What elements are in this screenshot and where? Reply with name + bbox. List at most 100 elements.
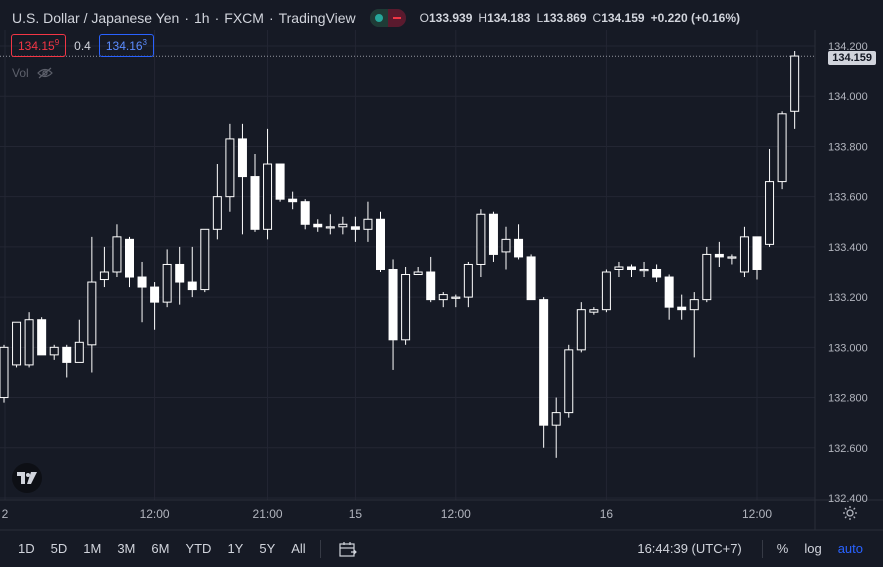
candle-body-down [627,266,636,270]
candle [564,344,574,418]
time-tick: 12:00 [140,507,170,521]
candle [589,307,599,315]
candle-body-up [49,346,59,356]
candle-body-down [250,176,260,230]
price-axis[interactable]: 134.200 134.000 133.800 133.600 133.400 133.2… [828,41,868,505]
percent-scale-button[interactable]: % [776,541,789,556]
high-value: 134.183 [487,11,531,25]
candle-body-down [664,276,674,308]
candle-body-down [313,223,323,228]
candle [275,163,285,202]
symbol-name[interactable]: U.S. Dollar / Japanese Yen [12,10,180,26]
candle-body-up [777,113,787,183]
candle-body-up [413,271,423,276]
candle [476,209,486,278]
candle-body-up [225,138,235,198]
candle-body-down [150,286,160,303]
candle-body-down [350,226,360,230]
candle-body-down [526,256,536,301]
low-key: L [536,11,544,25]
calendar-range-icon[interactable] [339,541,357,557]
candle-body-down [652,268,662,278]
candle [539,297,549,448]
candle [689,292,699,358]
candle [99,246,109,288]
candle-body-down [300,201,310,225]
timeframe-6m[interactable]: 6M [151,541,170,556]
candle [426,256,436,303]
interval-label[interactable]: 1h [194,10,210,26]
candle [225,123,235,212]
timeframe-1y[interactable]: 1Y [227,541,244,556]
time-axis[interactable]: 2 12:00 21:00 15 12:00 16 12:00 [2,507,773,521]
candle-body-up [338,223,348,228]
candle-body-up [162,263,172,303]
volume-label: Vol [12,66,29,80]
candle-body-up [200,228,210,291]
settings-gear-icon[interactable] [842,505,858,521]
time-tick: 12:00 [742,507,772,521]
candle-body-down [677,306,687,311]
volume-indicator[interactable]: Vol [12,66,53,80]
auto-scale-button[interactable]: auto [837,541,863,556]
timeframe-1d[interactable]: 1D [18,541,35,556]
candle [601,269,611,313]
close-key: C [592,11,602,25]
candle-body-up [476,213,486,265]
candle [237,123,247,235]
timeframe-all[interactable]: All [291,541,306,556]
timeframe-5d[interactable]: 5D [50,541,68,556]
candle [288,191,298,210]
timeframe-5y[interactable]: 5Y [259,541,276,556]
candle-body-down [426,271,436,301]
candle-body-up [739,236,749,273]
candle [125,236,134,288]
candle [438,292,448,308]
bid-button[interactable]: 134.159 [11,34,67,57]
candle [313,219,323,232]
candle [363,201,373,242]
candle [150,282,160,330]
candle [401,266,411,345]
candle-body-up [263,163,273,230]
price-tick: 132.600 [828,443,868,455]
price-tick: 134.200 [828,41,868,53]
candle [212,164,222,240]
candle-body-up [401,274,411,341]
high-key: H [478,11,488,25]
candle [350,216,360,242]
low-value: 133.869 [543,11,587,25]
timeframe-ytd[interactable]: YTD [185,541,212,556]
time-tick: 12:00 [441,507,471,521]
timeframe-3m[interactable]: 3M [117,541,136,556]
log-scale-button[interactable]: log [804,541,822,556]
eye-hidden-icon[interactable] [36,67,53,79]
candle [175,246,185,305]
candle-body-up [24,319,34,366]
candle-body-down [187,281,197,291]
candle-body-up [12,321,22,366]
candle [777,111,787,190]
candle-body-up [564,349,574,414]
tradingview-logo-icon[interactable] [12,463,42,493]
candle-body-up [601,271,611,311]
ask-pip: 3 [142,38,147,47]
market-status-toggle[interactable] [369,9,406,27]
candle [614,261,624,278]
ask-button[interactable]: 134.163 [98,34,154,57]
bid-pip: 9 [54,38,60,47]
candle-body-up [451,296,461,299]
candle-body-up [551,412,561,426]
clock-display[interactable]: 16:44:39 (UTC+7) [637,541,742,556]
candle [790,51,800,129]
candle [677,294,687,320]
candle [727,254,737,265]
candle [376,211,385,272]
chart-header: U.S. Dollar / Japanese Yen · 1h · FXCM ·… [12,9,740,27]
candle [551,397,561,458]
candle [714,241,724,267]
candle-body-up [689,299,699,311]
candle-body-up [790,55,800,112]
timeframe-1m[interactable]: 1M [83,541,102,556]
